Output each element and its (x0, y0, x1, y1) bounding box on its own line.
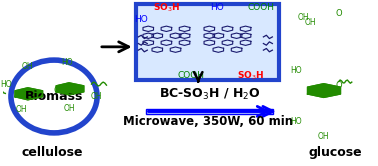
Text: COOH: COOH (177, 71, 204, 80)
Text: OH: OH (297, 13, 309, 22)
Text: HO: HO (1, 80, 12, 89)
Text: HO: HO (210, 3, 224, 12)
Ellipse shape (11, 60, 97, 133)
Text: OH: OH (22, 62, 34, 71)
Text: HO: HO (135, 15, 148, 24)
Text: COOH: COOH (248, 3, 275, 12)
Text: OH: OH (305, 18, 316, 27)
Text: Biomass: Biomass (25, 90, 83, 103)
Text: O: O (335, 81, 342, 90)
Text: O: O (53, 86, 60, 95)
Text: HO: HO (290, 66, 301, 75)
Text: cellulose: cellulose (22, 146, 83, 159)
Text: O: O (335, 9, 342, 18)
Bar (146, 109, 273, 114)
Text: HO: HO (290, 117, 301, 126)
Polygon shape (15, 88, 42, 100)
Bar (136, 4, 279, 80)
Text: HO: HO (61, 58, 73, 67)
Text: OH: OH (91, 92, 102, 101)
Text: BC-SO$_3$H / H$_2$O: BC-SO$_3$H / H$_2$O (158, 87, 260, 102)
Text: Microwave, 350W, 60 min: Microwave, 350W, 60 min (122, 115, 293, 128)
Polygon shape (56, 83, 84, 95)
Text: OH: OH (318, 132, 330, 141)
Text: SO$_3$H: SO$_3$H (153, 2, 180, 14)
Text: glucose: glucose (308, 146, 362, 159)
Polygon shape (308, 84, 340, 97)
Text: OH: OH (63, 104, 75, 113)
Text: OH: OH (15, 105, 27, 114)
Text: SO$_3$H: SO$_3$H (237, 70, 264, 82)
